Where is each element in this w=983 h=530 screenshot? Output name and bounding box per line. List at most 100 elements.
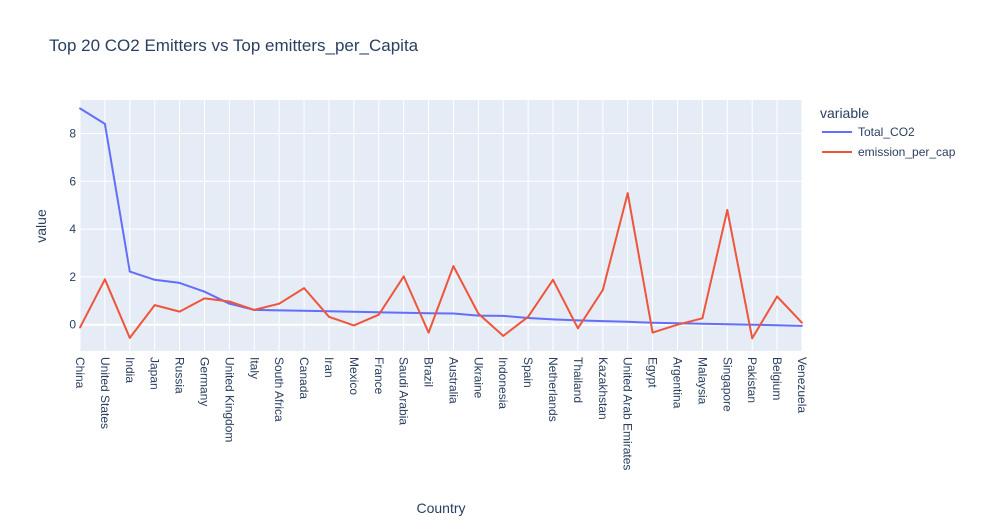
legend-item-emission_per_cap[interactable]: emission_per_cap [822, 145, 956, 159]
data-point [303, 287, 305, 289]
x-tick-label: Egypt [646, 357, 660, 388]
data-point [452, 265, 455, 267]
data-point [328, 310, 330, 313]
x-tick-label: Russia [173, 357, 187, 394]
x-tick-label: China [73, 357, 87, 389]
data-point [552, 318, 554, 321]
data-point [178, 310, 181, 313]
x-tick-label: Saudi Arabia [397, 357, 411, 425]
x-tick-label: Australia [446, 357, 460, 404]
data-point [577, 319, 579, 322]
x-tick-label: Germany [197, 357, 211, 406]
y-tick-label: 4 [69, 222, 76, 236]
data-point [128, 270, 131, 273]
gridlines [79, 100, 803, 351]
data-point [701, 322, 704, 325]
data-point [701, 317, 704, 320]
data-point [601, 289, 604, 291]
x-tick-label: Japan [148, 357, 162, 390]
legend[interactable]: variable Total_CO2 emission_per_cap [820, 105, 956, 159]
legend-item-Total_CO2[interactable]: Total_CO2 [822, 125, 915, 139]
series-line-emission_per_cap[interactable] [79, 192, 803, 340]
data-point [153, 304, 156, 306]
data-point [726, 209, 729, 211]
x-tick-label: Venezuela [795, 357, 809, 413]
data-point [427, 331, 430, 334]
data-point [502, 315, 505, 317]
y-axis-label: value [33, 209, 49, 243]
x-tick-label: India [123, 357, 137, 383]
data-point [153, 278, 156, 281]
data-point [577, 327, 579, 330]
y-tick-label: 6 [69, 174, 76, 188]
x-tick-label: United States [98, 357, 112, 429]
data-point [801, 321, 803, 324]
data-point [377, 313, 380, 316]
data-point [253, 309, 256, 311]
data-point [726, 323, 729, 326]
x-tick-label: France [372, 357, 386, 395]
x-tick-label: Kazakhstan [596, 357, 610, 420]
y-tick-label: 8 [69, 126, 76, 140]
y-tick-label: 0 [69, 318, 76, 332]
x-tick-label: Belgium [770, 357, 784, 400]
chart-title: Top 20 CO2 Emitters vs Top emitters_per_… [49, 36, 419, 55]
data-point [676, 323, 679, 326]
x-axis-label: Country [416, 500, 465, 516]
data-point [402, 311, 405, 314]
x-tick-label: Spain [521, 357, 535, 388]
data-point [104, 123, 106, 125]
x-tick-label: Malaysia [695, 357, 709, 405]
data-point [552, 278, 554, 281]
y-tick-label: 2 [69, 270, 76, 284]
data-point [228, 300, 231, 303]
legend-label: Total_CO2 [858, 125, 915, 139]
x-tick-label: Netherlands [546, 357, 560, 422]
x-tick-label: Mexico [347, 357, 361, 395]
data-point [178, 282, 181, 284]
data-point [651, 321, 654, 324]
data-point [353, 324, 355, 327]
data-point [402, 275, 405, 278]
x-tick-label: South Africa [272, 357, 286, 422]
x-tick-label: Argentina [671, 357, 685, 409]
data-point [776, 324, 778, 327]
data-point [751, 337, 754, 340]
data-point [427, 312, 430, 315]
data-point [477, 312, 480, 315]
data-point [527, 315, 529, 318]
data-point [203, 290, 206, 293]
data-point [79, 326, 81, 329]
data-point [626, 320, 629, 323]
legend-label: emission_per_cap [858, 145, 956, 159]
data-point [278, 309, 281, 312]
x-tick-labels: China United States India Japan Russia German… [73, 357, 809, 470]
data-point [651, 331, 654, 334]
x-tick-label: United Kingdom [222, 357, 236, 442]
data-point [626, 192, 629, 195]
x-tick-label: Canada [297, 357, 311, 399]
x-tick-label: Pakistan [745, 357, 759, 403]
data-point [79, 107, 81, 110]
x-tick-label: Indonesia [496, 357, 510, 409]
data-point [601, 320, 604, 322]
y-tick-labels: 0 2 4 6 8 [69, 126, 76, 331]
data-point [328, 315, 330, 318]
data-point [502, 335, 505, 337]
data-point [776, 295, 778, 298]
data-point [278, 302, 281, 305]
data-point [303, 309, 305, 312]
x-tick-label: Thailand [571, 357, 585, 403]
data-point [353, 310, 355, 313]
data-point [801, 325, 803, 327]
x-tick-label: Iran [322, 357, 336, 378]
x-tick-label: Brazil [422, 357, 436, 387]
x-tick-label: Italy [247, 357, 261, 379]
x-tick-label: Ukraine [471, 357, 485, 399]
data-point [751, 323, 754, 326]
x-tick-label: United Arab Emirates [621, 357, 635, 470]
plot-area [80, 100, 802, 351]
series-lines [79, 107, 803, 340]
